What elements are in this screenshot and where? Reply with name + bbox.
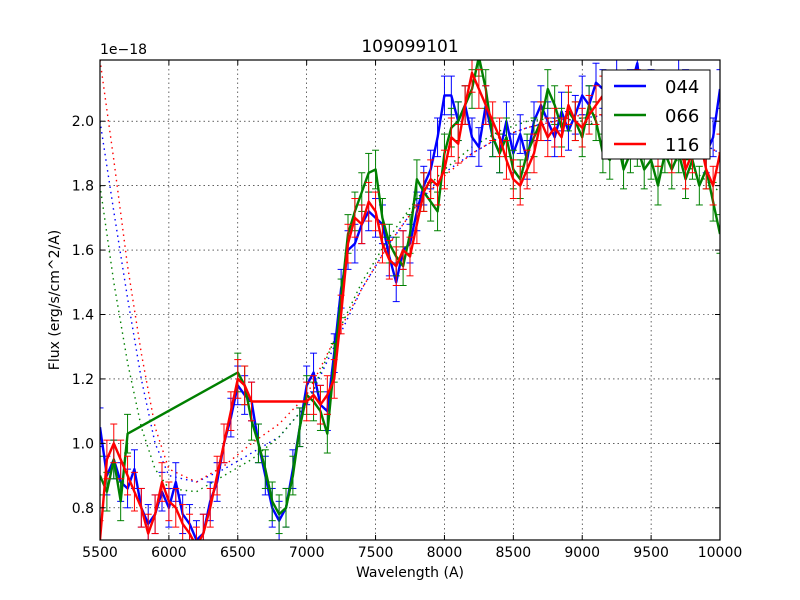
x-tick-label: 9500	[633, 545, 669, 561]
x-tick-label: 5500	[82, 545, 118, 561]
x-tick-label: 7500	[358, 545, 394, 561]
grid-lines	[100, 60, 720, 540]
y-tick-label: 0.8	[72, 501, 94, 517]
axes-frame	[99, 59, 721, 541]
y-axis-label: Flux (erg/s/cm^2/A)	[47, 230, 63, 370]
x-tick-label: 6500	[220, 545, 256, 561]
x-tick-label: 6000	[151, 545, 187, 561]
legend: 044 066 116	[601, 69, 711, 160]
x-tick-label: 8500	[496, 545, 532, 561]
offset-text: 1e−18	[100, 42, 147, 58]
x-tick-label: 7000	[289, 545, 325, 561]
y-tick-label: 1.0	[72, 436, 94, 452]
y-tick-label: 1.8	[72, 179, 94, 195]
x-tick-label: 8000	[427, 545, 463, 561]
legend-label-066: 066	[665, 106, 699, 127]
axis-ticks: 5500 6000 6500 7000 7500 8000 8500 9000 9500 1000…	[72, 60, 743, 561]
chart-title: 109099101	[361, 37, 458, 57]
x-axis-label: Wavelength (A)	[356, 565, 464, 581]
x-tick-label: 9000	[564, 545, 600, 561]
x-tick-label: 10000	[698, 545, 743, 561]
y-tick-label: 1.6	[72, 243, 94, 259]
y-tick-label: 1.2	[72, 372, 94, 388]
legend-label-044: 044	[665, 77, 699, 98]
y-tick-label: 1.4	[72, 307, 94, 323]
legend-label-116: 116	[665, 135, 699, 156]
y-tick-label: 2.0	[72, 114, 94, 130]
